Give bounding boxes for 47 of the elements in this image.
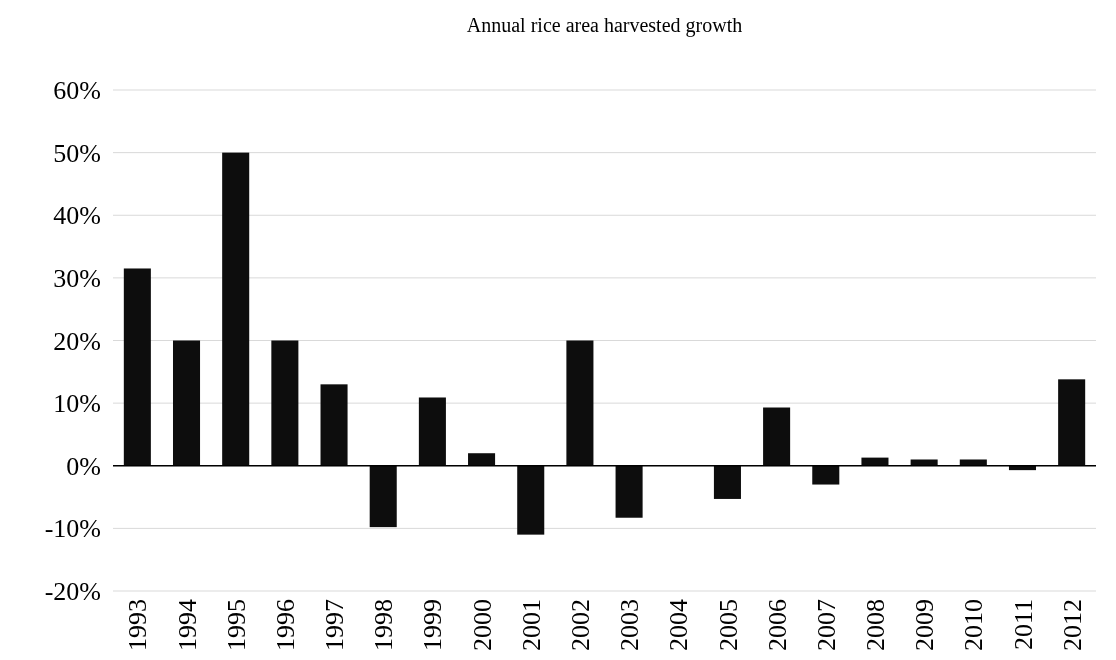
chart-title: Annual rice area harvested growth	[466, 14, 743, 37]
bar	[222, 152, 250, 466]
bar	[910, 459, 938, 466]
bar	[468, 453, 496, 466]
x-tick-label: 2006	[762, 599, 792, 651]
bar	[615, 465, 643, 518]
x-tick-label: 2007	[811, 599, 841, 651]
bar	[566, 340, 594, 466]
x-tick-label: 2008	[861, 599, 891, 651]
x-tick-label: 1993	[123, 599, 153, 651]
bar	[713, 465, 741, 499]
x-tick-label: 1997	[320, 599, 350, 651]
bar	[271, 340, 299, 466]
y-tick-label: 60%	[53, 76, 101, 106]
y-tick-label: 10%	[53, 389, 101, 419]
x-tick-label: 2011	[1008, 599, 1038, 651]
x-tick-label: 1995	[221, 599, 251, 651]
x-tick-label: 2012	[1057, 599, 1087, 651]
bar	[172, 340, 201, 466]
bar	[320, 384, 348, 466]
y-tick-label: -10%	[44, 514, 101, 544]
x-tick-label: 2002	[566, 599, 596, 651]
bar	[959, 459, 987, 466]
y-tick-label: 40%	[53, 201, 101, 231]
y-tick-label: 0%	[66, 451, 101, 481]
x-tick-label: 1994	[172, 599, 202, 651]
bar	[123, 268, 151, 466]
bar	[1058, 379, 1086, 466]
x-tick-label: 2010	[959, 599, 989, 651]
bar	[517, 465, 545, 535]
x-tick-label: 1999	[418, 599, 448, 651]
y-tick-label: 20%	[53, 326, 101, 356]
bar	[812, 465, 840, 485]
x-tick-label: 2004	[664, 599, 694, 651]
x-tick-label: 1998	[369, 599, 399, 651]
x-tick-label: 2001	[516, 599, 546, 651]
y-tick-label: -20%	[44, 577, 101, 607]
bar	[418, 397, 446, 466]
x-tick-label: 2000	[467, 599, 497, 651]
bar	[369, 465, 397, 528]
x-tick-label: 2009	[910, 599, 940, 651]
y-tick-label: 50%	[53, 138, 101, 168]
y-tick-label: 30%	[53, 263, 101, 293]
bar	[763, 407, 791, 466]
x-tick-label: 2005	[713, 599, 743, 651]
x-tick-label: 1996	[270, 599, 300, 651]
x-tick-label: 2003	[615, 599, 645, 651]
